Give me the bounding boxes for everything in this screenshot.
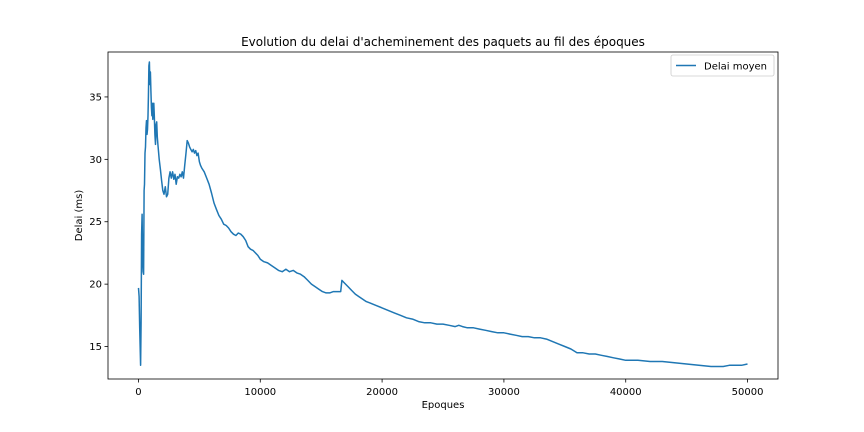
x-axis-label: Epoques [422, 400, 465, 411]
y-axis-label: Delai (ms) [74, 190, 85, 242]
legend-box [670, 54, 775, 77]
y-tick-label: 35 [89, 92, 102, 103]
y-axis-ticks: 15 20 25 30 35 [89, 92, 108, 353]
x-tick-label: 0 [135, 387, 141, 398]
legend: Delai moyen [670, 54, 775, 77]
y-tick-label: 30 [89, 155, 102, 166]
y-tick-label: 15 [89, 342, 102, 353]
x-axis-ticks: 0 10000 20000 30000 40000 50000 [135, 379, 763, 398]
y-tick-label: 20 [89, 280, 102, 291]
series-line-delai-moyen [137, 61, 748, 368]
x-tick-label: 30000 [488, 387, 520, 398]
plot-background [108, 52, 778, 379]
y-tick-label: 25 [89, 217, 102, 228]
x-tick-label: 50000 [732, 387, 764, 398]
chart-title: Evolution du delai d'acheminement des pa… [241, 35, 645, 49]
x-tick-label: 20000 [366, 387, 398, 398]
legend-label-delai-moyen: Delai moyen [704, 62, 767, 73]
x-tick-label: 40000 [610, 387, 642, 398]
plot-area [107, 51, 779, 380]
x-tick-label: 10000 [244, 387, 276, 398]
plot-frame [107, 51, 779, 380]
